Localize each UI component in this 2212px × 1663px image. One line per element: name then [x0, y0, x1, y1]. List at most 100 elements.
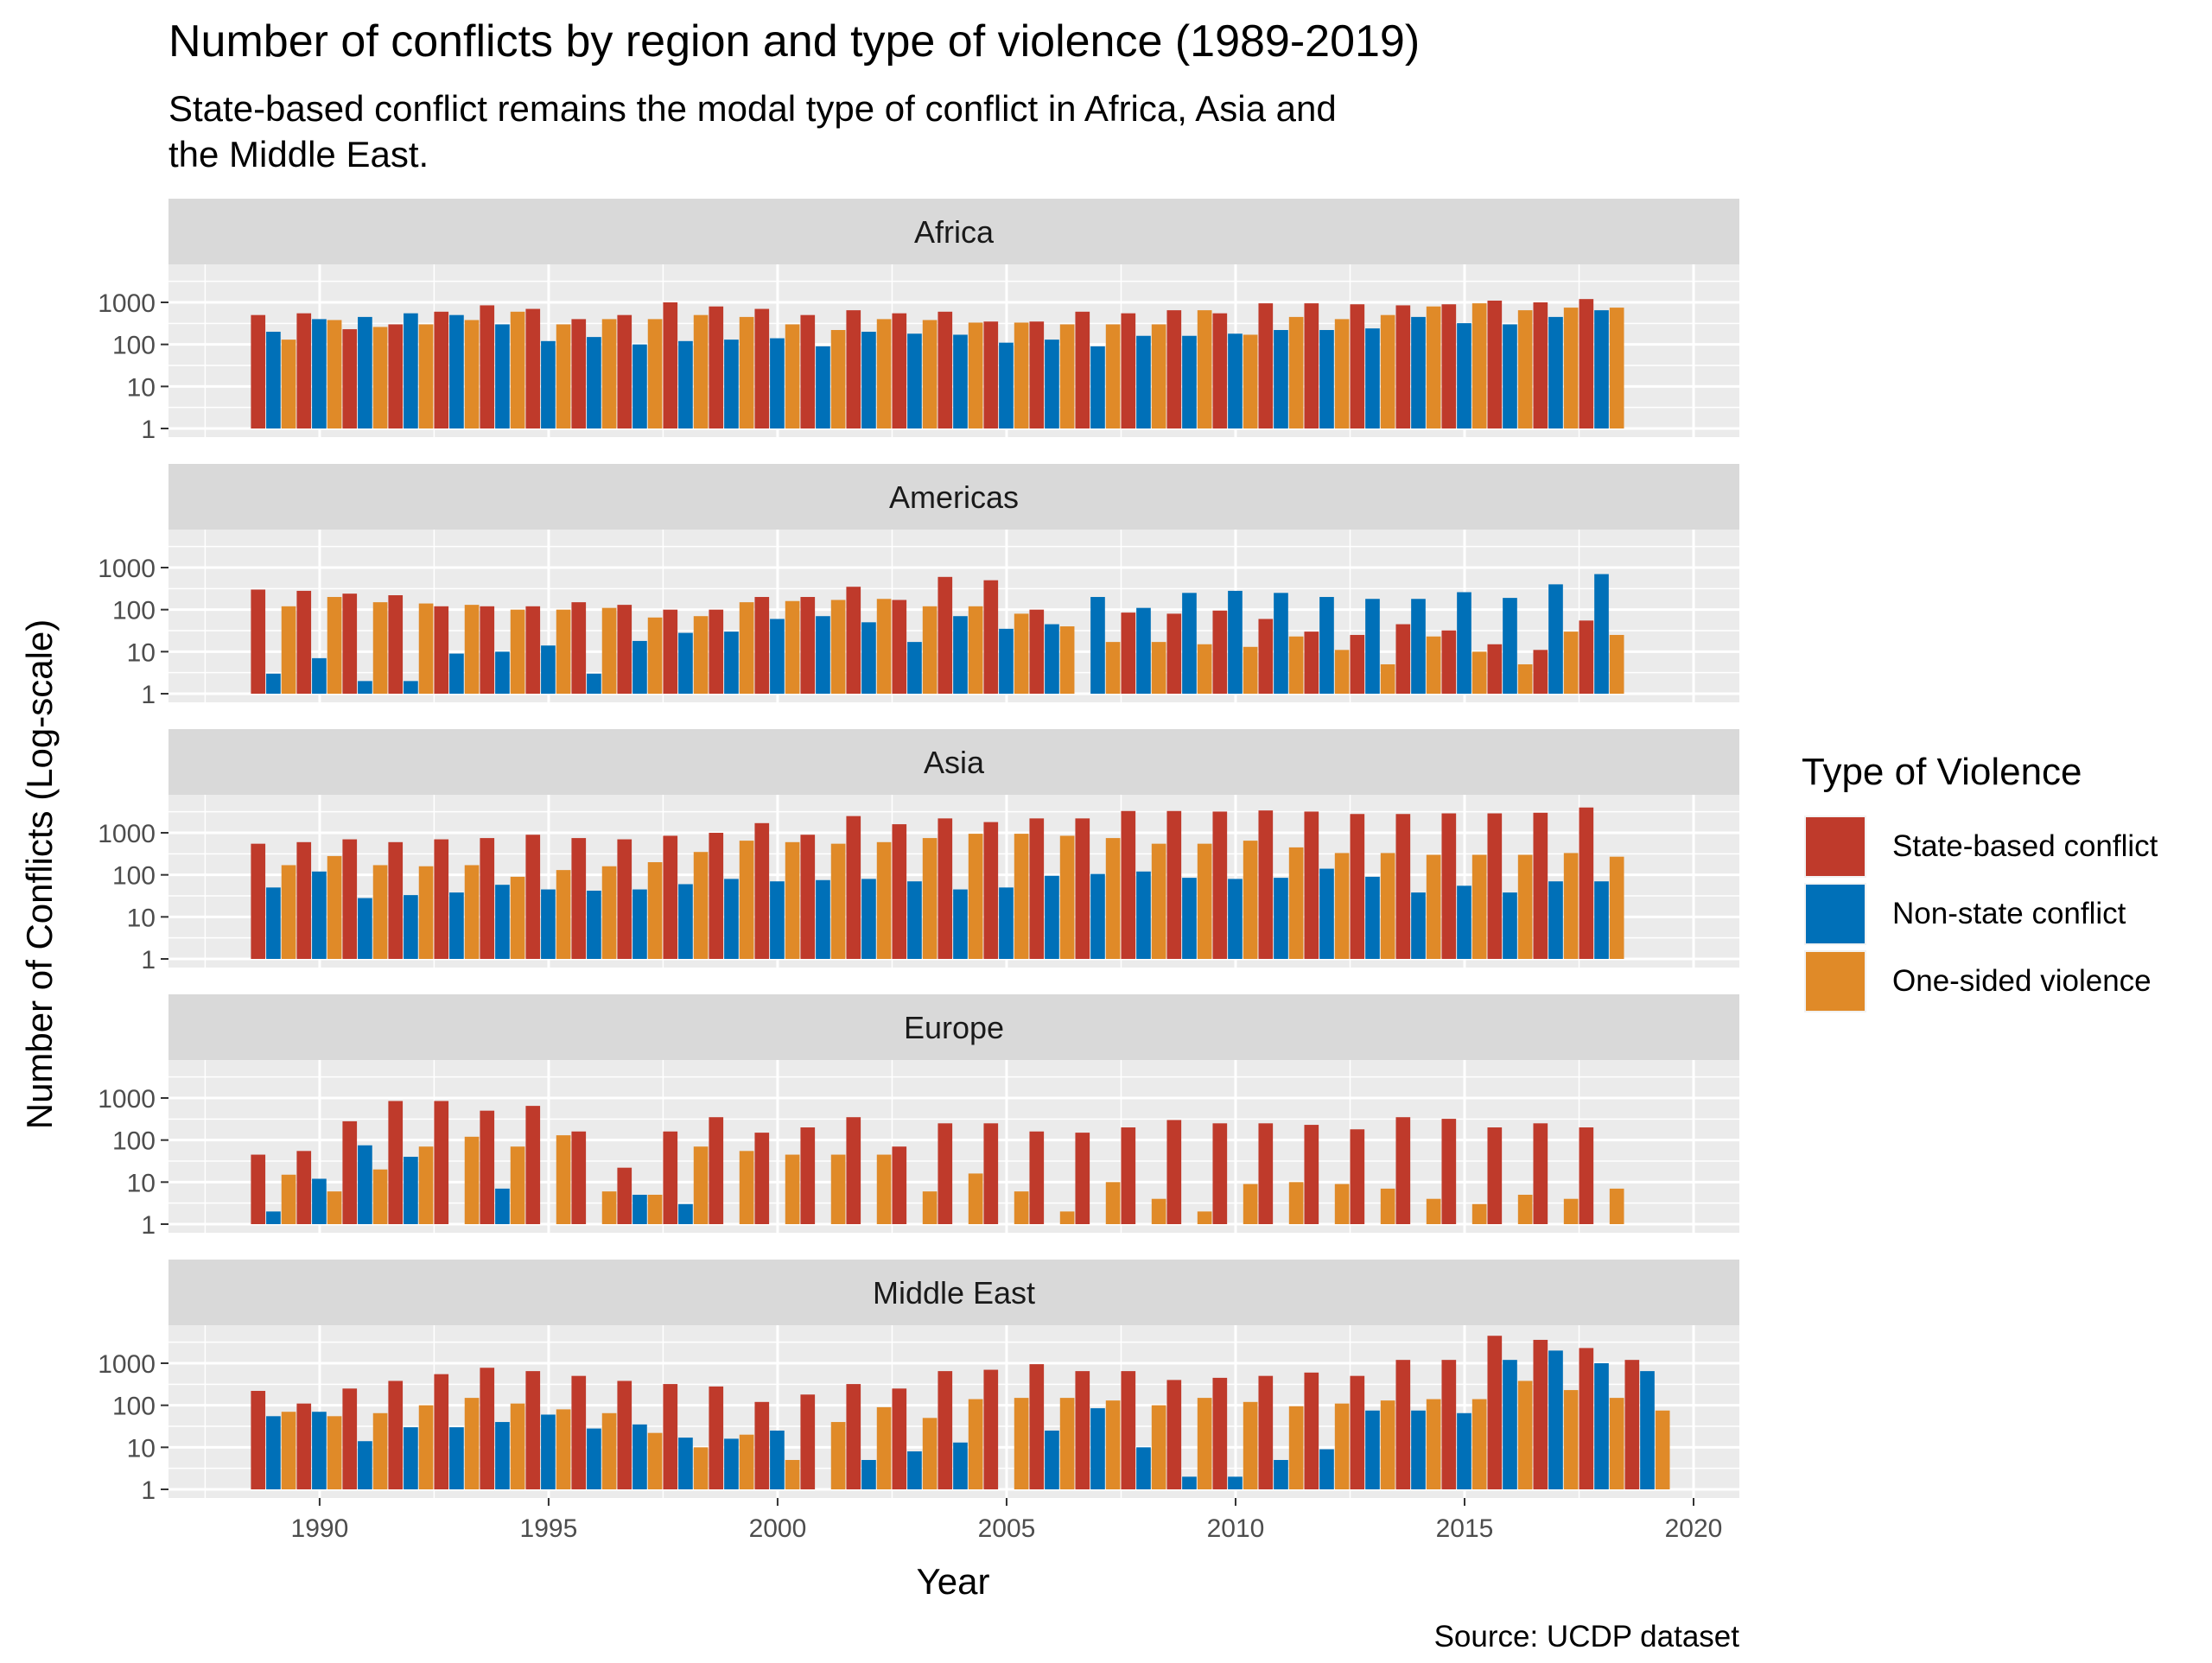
- bar-one-sided-violence-2003: [922, 320, 938, 428]
- bar-one-sided-violence-2002: [876, 1406, 892, 1489]
- bar-state-based-conflict-1997: [617, 605, 632, 694]
- bar-state-based-conflict-2013: [1350, 814, 1365, 959]
- y-tick-label: 100: [112, 597, 156, 625]
- bar-non-state-conflict-2003: [907, 881, 922, 959]
- y-tick-label: 1000: [98, 820, 156, 848]
- bar-one-sided-violence-2009: [1197, 843, 1212, 959]
- bar-non-state-conflict-2009: [1182, 878, 1197, 959]
- bar-non-state-conflict-1995: [541, 1414, 556, 1489]
- bar-state-based-conflict-2001: [800, 1394, 816, 1489]
- bar-non-state-conflict-1992: [404, 313, 418, 428]
- bar-state-based-conflict-1993: [434, 311, 449, 428]
- bar-state-based-conflict-2007: [1075, 1133, 1090, 1224]
- bar-non-state-conflict-1996: [587, 1428, 601, 1489]
- bar-non-state-conflict-2014: [1411, 316, 1426, 428]
- bar-state-based-conflict-2008: [1121, 810, 1136, 959]
- bar-one-sided-violence-2015: [1471, 1399, 1487, 1489]
- chart-subtitle-line-1: State-based conflict remains the modal t…: [168, 88, 1337, 129]
- bar-one-sided-violence-2006: [1059, 1211, 1075, 1224]
- bar-non-state-conflict-2014: [1411, 1410, 1426, 1489]
- bar-non-state-conflict-2001: [816, 879, 830, 959]
- bar-non-state-conflict-1997: [632, 1424, 647, 1489]
- bar-one-sided-violence-2008: [1151, 1405, 1166, 1489]
- bar-non-state-conflict-1998: [678, 1438, 693, 1489]
- bar-state-based-conflict-1989: [251, 314, 266, 428]
- bar-state-based-conflict-1995: [525, 606, 541, 694]
- facet-strip-label: Americas: [889, 479, 1019, 515]
- bar-non-state-conflict-1991: [358, 681, 372, 694]
- bar-state-based-conflict-2004: [938, 576, 953, 694]
- bar-one-sided-violence-1990: [327, 1416, 342, 1489]
- bar-non-state-conflict-2011: [1274, 330, 1288, 428]
- bar-one-sided-violence-2018: [1609, 1398, 1624, 1489]
- y-tick-label: 1: [141, 946, 156, 974]
- bar-state-based-conflict-2016: [1487, 1127, 1503, 1224]
- bar-state-based-conflict-2001: [800, 597, 816, 694]
- bar-state-based-conflict-2014: [1395, 814, 1411, 959]
- y-tick-label: 1: [141, 1211, 156, 1240]
- bar-state-based-conflict-1995: [525, 1371, 541, 1489]
- bar-non-state-conflict-1990: [312, 657, 327, 694]
- bar-one-sided-violence-1994: [510, 876, 525, 959]
- bar-non-state-conflict-2006: [1045, 340, 1059, 428]
- bar-non-state-conflict-2018: [1594, 881, 1609, 959]
- chart-subtitle-line-2: the Middle East.: [168, 134, 429, 175]
- bar-one-sided-violence-1991: [372, 602, 388, 694]
- bar-one-sided-violence-1991: [372, 865, 388, 959]
- bar-state-based-conflict-1996: [571, 838, 587, 959]
- bar-one-sided-violence-1993: [464, 605, 480, 694]
- bar-one-sided-violence-2004: [968, 834, 983, 959]
- legend: Type of Violence State-based conflict Non…: [1802, 751, 2158, 1012]
- bar-non-state-conflict-2002: [861, 622, 876, 694]
- bar-one-sided-violence-2007: [1105, 1182, 1121, 1224]
- y-tick-label: 1: [141, 681, 156, 709]
- bar-non-state-conflict-1990: [312, 1412, 327, 1489]
- bar-state-based-conflict-1999: [709, 833, 724, 959]
- bar-non-state-conflict-2017: [1548, 316, 1563, 428]
- facet-strip-label: Africa: [914, 214, 995, 250]
- bar-state-based-conflict-2017: [1533, 812, 1548, 959]
- bar-state-based-conflict-2000: [754, 822, 770, 959]
- bar-one-sided-violence-2012: [1334, 853, 1350, 959]
- bar-one-sided-violence-2001: [830, 1422, 846, 1489]
- bar-one-sided-violence-2018: [1609, 634, 1624, 694]
- bar-state-based-conflict-2006: [1029, 609, 1045, 694]
- bar-state-based-conflict-2004: [938, 1371, 953, 1489]
- bar-one-sided-violence-2014: [1426, 1198, 1441, 1224]
- bar-one-sided-violence-2004: [968, 1399, 983, 1489]
- facet-strip: [168, 994, 1739, 1060]
- bar-state-based-conflict-1997: [617, 1167, 632, 1224]
- bar-one-sided-violence-2015: [1471, 1203, 1487, 1224]
- bar-one-sided-violence-1993: [464, 1136, 480, 1224]
- bar-non-state-conflict-2016: [1503, 892, 1517, 959]
- bar-one-sided-violence-2005: [1014, 613, 1029, 694]
- bar-one-sided-violence-2007: [1105, 838, 1121, 959]
- bar-non-state-conflict-2015: [1457, 1412, 1471, 1489]
- bar-state-based-conflict-2019: [1624, 1360, 1640, 1489]
- legend-title: Type of Violence: [1802, 751, 2082, 793]
- chart-caption: Source: UCDP dataset: [1434, 1620, 1740, 1653]
- x-tick-label: 2015: [1436, 1514, 1494, 1543]
- bar-one-sided-violence-1999: [739, 1434, 754, 1489]
- bar-one-sided-violence-1995: [556, 324, 571, 428]
- bar-non-state-conflict-1994: [495, 1422, 510, 1489]
- bar-non-state-conflict-1995: [541, 340, 556, 428]
- bar-one-sided-violence-2016: [1517, 1381, 1533, 1489]
- bar-non-state-conflict-2018: [1594, 1363, 1609, 1489]
- bar-non-state-conflict-2004: [953, 334, 968, 428]
- bar-state-based-conflict-2001: [800, 1127, 816, 1224]
- bar-one-sided-violence-2019: [1655, 1410, 1670, 1489]
- bar-state-based-conflict-2016: [1487, 813, 1503, 959]
- bar-non-state-conflict-2019: [1640, 1371, 1655, 1489]
- bar-one-sided-violence-2016: [1517, 854, 1533, 959]
- bar-one-sided-violence-2001: [830, 600, 846, 694]
- bar-non-state-conflict-2000: [770, 619, 785, 694]
- bar-state-based-conflict-2000: [754, 1401, 770, 1489]
- bar-one-sided-violence-2000: [785, 841, 800, 959]
- bar-non-state-conflict-2013: [1365, 599, 1380, 694]
- bar-one-sided-violence-2012: [1334, 319, 1350, 428]
- bar-one-sided-violence-2010: [1243, 334, 1258, 428]
- bar-state-based-conflict-1998: [663, 1384, 678, 1489]
- bar-state-based-conflict-1990: [296, 313, 312, 428]
